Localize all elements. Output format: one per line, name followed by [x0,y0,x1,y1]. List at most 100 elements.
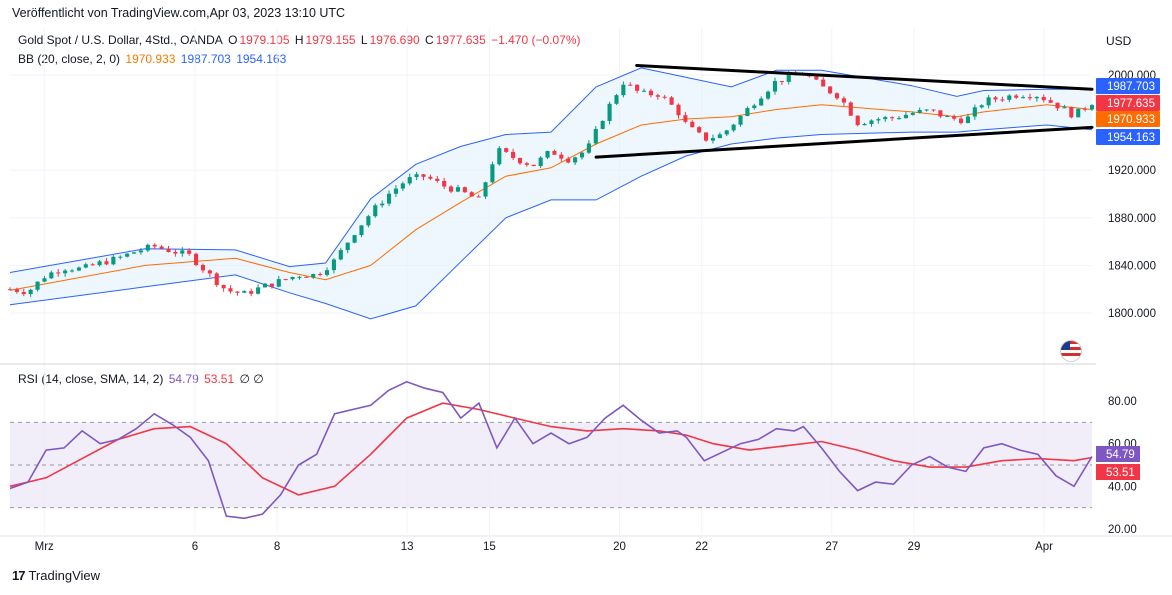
candle-body [393,188,398,194]
candle-body [262,283,268,288]
candle [986,94,991,109]
candle [690,120,695,128]
candle-body [311,274,316,278]
tradingview-brand: 17 TradingView [12,568,100,583]
candle-body [69,270,75,272]
triangle-trendline [635,63,1094,91]
close-value: 1977.635 [435,33,486,47]
candle [504,147,509,154]
candle-body [228,288,233,292]
candle-body [883,117,888,120]
candle [118,255,123,260]
candle-body [76,267,81,271]
candle [42,275,47,283]
currency-label[interactable]: USD [1106,34,1132,48]
rsi-sma-line [9,402,1093,496]
price-badge-bg [1096,78,1160,94]
candle-body [297,276,302,278]
bb-name[interactable]: BB (20, close, 2, 0) [18,52,121,66]
candle-body [531,164,536,167]
candle [21,288,26,297]
candle [256,284,261,295]
candle [428,174,433,181]
candle-body [704,132,709,141]
time-axis-label: Apr [1035,541,1053,553]
candle-body [579,152,585,158]
bb-upper-line [9,67,1092,273]
rsi-axis-label: 80.00 [1108,396,1137,408]
candle-body [483,182,488,197]
rsi-value: 54.79 [168,372,199,386]
candle [138,248,143,255]
candle [152,243,157,250]
candle [131,252,137,254]
candle-body [373,205,378,217]
candle-body [269,283,274,287]
candle [876,117,881,124]
candle [717,132,722,139]
candle-body [524,163,529,165]
candle-body [97,261,102,266]
candle [63,268,68,277]
candle [386,190,392,207]
price-badge-text: 1954.163 [1107,132,1155,144]
candle-body [435,178,440,181]
candle-body [1027,97,1033,99]
candle-body [173,251,178,254]
candle-body [7,289,13,291]
rsi-name[interactable]: RSI (14, close, SMA, 14, 2) [18,372,164,386]
candle-body [256,287,261,294]
candle-body [1007,95,1012,100]
candle-body [862,123,867,126]
candle-body [938,110,943,117]
candle [442,177,447,190]
candle-body [1014,95,1019,98]
symbol-name[interactable]: Gold Spot / U.S. Dollar, 4Std., OANDA [18,33,223,47]
high-value: 1979.155 [305,33,356,47]
candle [552,149,557,155]
candle-body [42,278,47,282]
candle [366,214,371,228]
candle-body [159,246,164,249]
candle [145,243,150,253]
candle-body [814,76,819,80]
candle [628,82,633,86]
us-flag-icon[interactable] [1060,340,1082,362]
rsi-sma-badge-bg [1096,464,1140,480]
candle [538,155,543,168]
candle-body [49,272,54,279]
candle [1062,104,1067,109]
candle [917,107,922,114]
published-caption: Veröffentlicht von TradingView.com,Apr 0… [12,6,346,20]
candle [959,115,964,125]
candle [125,253,130,258]
price-badge-upper: 1987.703 [1096,78,1160,94]
candle [662,94,667,100]
candle-body [559,154,564,159]
candle-body [759,98,764,106]
candle [180,247,185,257]
candle [318,272,323,277]
candle-body [304,276,309,278]
candle [14,287,19,294]
candle-body [697,127,702,133]
candle-body [352,235,357,243]
candle [7,287,13,291]
candle-body [56,272,61,274]
candle-body [752,105,757,109]
change-value: −1.470 (−0.07%) [491,33,581,47]
candle [207,269,212,277]
candle [965,113,971,124]
candle [400,181,405,192]
candle [779,81,784,85]
candle-body [200,264,206,271]
candle-body [676,104,681,116]
candle [235,291,240,296]
rsi-line [9,380,1093,520]
candle [710,134,716,144]
candle-body [380,203,385,206]
candle [1014,93,1019,100]
candle [455,184,461,193]
candle-body [986,97,991,106]
